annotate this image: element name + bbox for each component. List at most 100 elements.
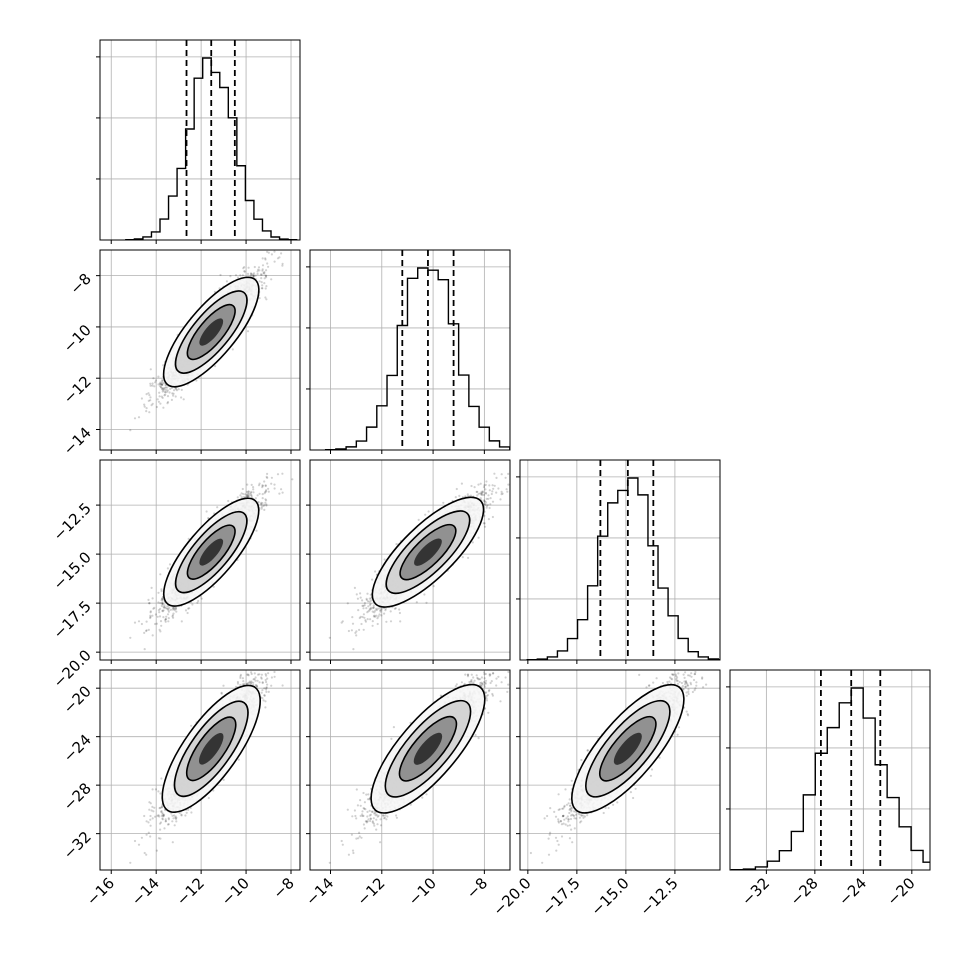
- sample-point: [171, 615, 174, 618]
- sample-point: [149, 384, 152, 387]
- sample-point: [264, 498, 267, 501]
- sample-point: [267, 251, 270, 254]
- sample-point: [156, 615, 159, 618]
- sample-point: [250, 483, 253, 486]
- sample-point: [162, 605, 165, 608]
- sample-point: [250, 494, 253, 497]
- panel-1-1: [306, 249, 511, 454]
- sample-point: [250, 273, 253, 276]
- sample-point: [157, 383, 160, 386]
- sample-point: [260, 277, 263, 280]
- sample-point: [182, 398, 185, 401]
- sample-point: [165, 386, 169, 389]
- sample-point: [174, 607, 178, 611]
- sample-point: [264, 274, 267, 277]
- sample-point: [161, 396, 164, 399]
- sample-point: [264, 258, 267, 261]
- panel-frame: [309, 249, 511, 451]
- sample-point: [158, 391, 161, 394]
- sample-point: [166, 401, 170, 404]
- sample-point: [188, 607, 191, 610]
- sample-point: [163, 394, 166, 397]
- sample-point: [256, 270, 259, 273]
- sample-point: [171, 392, 174, 395]
- sample-point: [173, 389, 176, 392]
- sample-point: [145, 393, 148, 396]
- sample-point: [247, 493, 250, 496]
- sample-point: [159, 630, 162, 633]
- sample-point: [266, 472, 269, 475]
- sample-point: [264, 490, 267, 493]
- sample-point: [133, 621, 137, 624]
- sample-point: [265, 499, 268, 502]
- sample-point: [150, 404, 153, 407]
- sample-point: [163, 386, 166, 390]
- sample-point: [216, 506, 219, 509]
- sample-point: [231, 348, 234, 351]
- sample-point: [143, 631, 146, 635]
- sample-point: [258, 297, 261, 300]
- sample-point: [261, 484, 265, 487]
- sample-point: [258, 492, 261, 495]
- sample-point: [243, 270, 246, 273]
- sample-point: [261, 287, 264, 290]
- sample-point: [149, 382, 152, 385]
- sample-point: [151, 402, 154, 405]
- sample-point: [165, 607, 169, 610]
- sample-point: [261, 493, 264, 496]
- sample-point: [161, 388, 164, 391]
- sample-point: [270, 253, 273, 256]
- sample-point: [250, 274, 253, 277]
- sample-point: [163, 606, 166, 609]
- sample-point: [167, 609, 170, 612]
- sample-point: [160, 386, 163, 389]
- sample-point: [252, 491, 255, 494]
- sample-point: [252, 272, 256, 275]
- sample-point: [164, 618, 167, 621]
- sample-point: [263, 480, 266, 483]
- sample-point: [264, 484, 267, 488]
- sample-point: [258, 482, 261, 485]
- sample-point: [161, 601, 164, 604]
- sample-point: [154, 381, 157, 384]
- sample-point: [158, 628, 161, 631]
- sample-point: [270, 278, 273, 281]
- sample-point: [162, 606, 166, 609]
- sample-point: [265, 504, 268, 507]
- sample-point: [247, 495, 250, 498]
- sample-point: [168, 391, 171, 394]
- sample-point: [158, 611, 161, 614]
- sample-point: [143, 403, 146, 406]
- sample-point: [172, 612, 175, 615]
- sample-point: [129, 429, 132, 432]
- sample-point: [149, 616, 152, 620]
- sample-point: [252, 486, 255, 489]
- sample-point: [175, 610, 178, 613]
- sample-point: [154, 379, 157, 382]
- sample-point: [166, 389, 169, 392]
- sample-point: [162, 388, 166, 391]
- sample-point: [147, 399, 150, 402]
- sample-point: [265, 276, 268, 279]
- sample-point: [195, 379, 198, 382]
- sample-point: [161, 379, 164, 382]
- sample-point: [149, 396, 152, 399]
- sample-point: [159, 620, 163, 623]
- sample-point: [163, 390, 167, 394]
- sample-point: [151, 384, 154, 387]
- sample-point: [160, 383, 163, 386]
- sample-point: [153, 385, 156, 388]
- sample-point: [165, 615, 168, 618]
- sample-point: [167, 620, 170, 623]
- grid: [100, 460, 300, 660]
- sample-point: [161, 390, 164, 393]
- sample-point: [259, 273, 262, 276]
- sample-point: [147, 598, 150, 602]
- sample-point: [161, 602, 164, 606]
- sample-point: [170, 398, 173, 401]
- sample-point: [281, 472, 284, 475]
- sample-point: [158, 615, 162, 618]
- sample-point: [160, 599, 163, 602]
- sample-point: [161, 597, 164, 600]
- sample-point: [262, 504, 265, 508]
